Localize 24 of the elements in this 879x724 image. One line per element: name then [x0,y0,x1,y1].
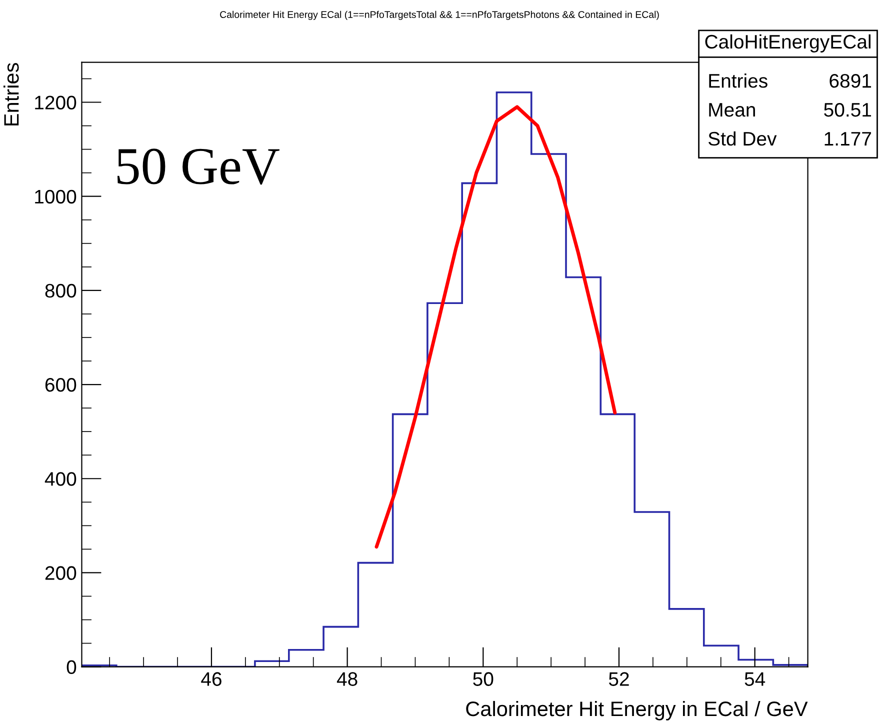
annotation: Mean [709,103,755,117]
text: CaloHitEnergyECal [705,34,870,53]
text: 6891 [830,74,872,88]
x-axis-title: Calorimeter Hit Energy in ECal / GeV [466,700,808,720]
x-tick-label: 52 [608,672,629,686]
text: 1.177 [824,132,871,146]
y-tick-label: 0 [66,660,76,674]
line-series [374,105,617,549]
y-tick-label: 200 [45,566,76,580]
x-tick-label: 54 [744,672,766,686]
annotation: 50 GeV [117,148,280,185]
annotation: Std Dev [708,131,777,146]
annotation: Entries [709,73,768,88]
y-axis-title: Entries [4,63,19,126]
text: 50.51 [824,102,872,117]
y-tick-label: 600 [45,378,76,392]
y-tick-label: 1000 [35,190,76,204]
y-tick-label: 1200 [35,96,76,110]
x-tick-label: 48 [336,672,358,686]
x-tick-label: 50 [473,672,494,686]
chart-title: Calorimeter Hit Energy ECal (1==nPfoTargetsTotal && 1==nPfoTargetsPhotons && Contained in ECal) [220,10,659,20]
x-tick-label: 46 [201,672,222,686]
y-tick-label: 800 [45,284,76,298]
y-tick-label: 400 [44,472,76,486]
